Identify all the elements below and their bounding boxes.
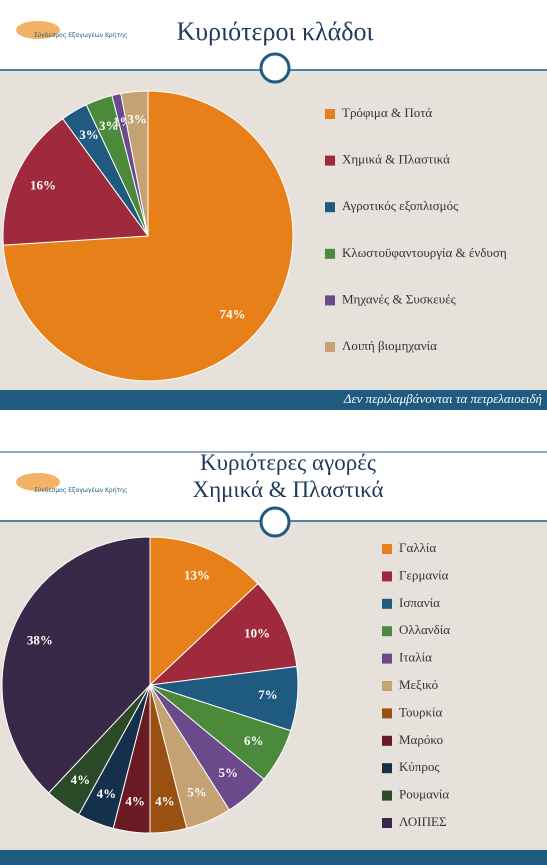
legend-label: Χημικά & Πλαστικά [342,152,450,167]
legend-swatch [325,202,335,213]
chart-title: Κυριότεροι κλάδοι [176,17,373,46]
chart-title: Κυριότερες αγορές [200,450,376,475]
legend-label: Αγροτικός εξοπλισμός [342,198,459,213]
data-label: 3% [127,111,147,126]
legend-swatch [382,571,392,582]
data-label: 3% [99,118,119,133]
data-label: 16% [30,178,56,193]
chart-subtitle: Χημικά & Πλαστικά [192,477,383,502]
legend-label: Τρόφιμα & Ποτά [342,105,432,120]
legend-label: Μηχανές & Συσκευές [342,291,457,306]
legend-label: Μεξικό [399,677,438,692]
legend-label: Κλωστοϋφαντουργία & ένδυση [342,245,507,260]
legend-label: Τουρκία [399,704,443,719]
legend-swatch [325,342,335,352]
legend-label: Γερμανία [399,567,449,582]
data-label: 3% [79,127,99,142]
data-label: 13% [184,567,210,582]
pie-slice [1,536,151,794]
legend-swatch [382,598,392,609]
legend-label: Κύπρος [399,759,440,774]
footer-bar [0,390,547,410]
legend-swatch [382,818,392,828]
legend-label: Λοιπή βιομηχανία [342,338,437,353]
data-label: 6% [244,733,264,748]
footnote: Δεν περιλαμβάνονται τα πετρελαιοειδή [343,391,542,406]
logo-mark [16,473,60,491]
legend-swatch [382,653,392,664]
legend-swatch [382,790,392,801]
legend-label: Μαρόκο [399,732,443,747]
data-label: 74% [220,306,246,321]
legend-label: ΛΟΙΠΕΣ [399,814,447,829]
legend-swatch [325,295,335,306]
legend-swatch [382,626,392,637]
data-label: 5% [187,785,207,800]
legend-swatch [382,544,392,554]
legend-label: Γαλλία [399,540,436,555]
pie-slice [148,582,298,686]
legend-swatch [325,248,335,259]
data-label: 4% [97,786,117,801]
pie-slice [120,90,149,237]
legend-label: Ρουμανία [399,787,449,802]
legend-swatch [382,708,392,719]
data-label: 38% [27,632,53,647]
data-label: 10% [244,626,270,641]
circle-ornament [259,52,291,84]
pie-slice [149,536,259,687]
logo-mark [16,21,60,39]
legend-swatch [325,109,335,119]
legend-swatch [325,155,335,166]
footer-bar [0,850,547,865]
pie-slice [2,117,149,246]
legend-label: Ολλανδία [399,622,450,637]
data-label: 4% [125,793,145,808]
legend-swatch [382,735,392,746]
legend-swatch [382,763,392,774]
circle-ornament [259,506,291,538]
data-label: 5% [219,765,239,780]
legend-label: Ιταλία [399,650,432,665]
legend-swatch [382,681,392,691]
data-label: 4% [155,793,175,808]
logo-text: Σύνδεσμος Εξαγωγέων Κρήτης [34,32,127,39]
legend-label: Ισπανία [399,595,440,610]
logo-text: Σύνδεσμος Εξαγωγέων Κρήτης [34,487,127,494]
data-label: 7% [258,687,278,702]
data-label: 4% [71,772,91,787]
